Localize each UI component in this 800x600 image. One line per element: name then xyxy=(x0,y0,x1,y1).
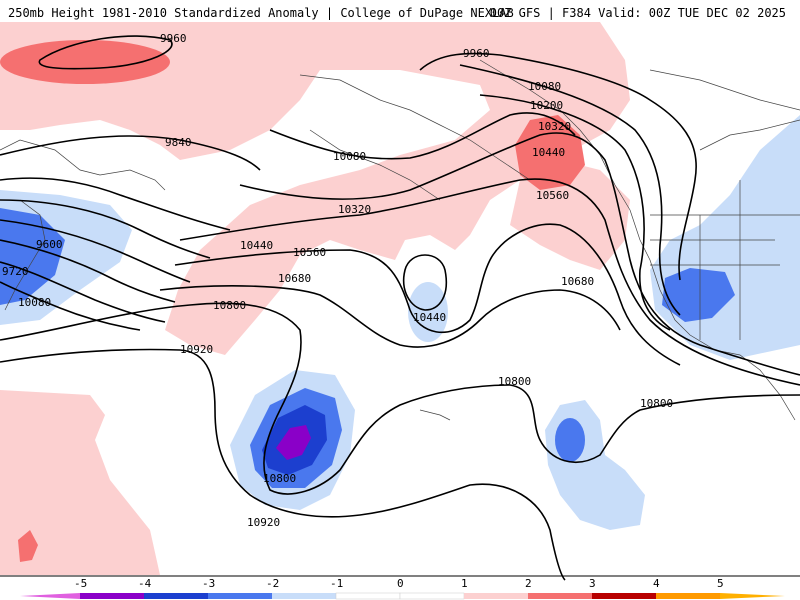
contour-10320-mid xyxy=(239,132,800,376)
contour-10920 xyxy=(0,348,566,581)
model-run-info: 00Z GFS | F384 Valid: 00Z TUE DEC 02 202… xyxy=(489,6,786,20)
contour-label: 9840 xyxy=(165,136,192,149)
contour-label: 10080 xyxy=(18,296,51,309)
negative-anomaly-shading xyxy=(0,115,800,530)
contour-10440-mid xyxy=(179,178,800,386)
colorbar-tick: -3 xyxy=(202,577,215,590)
coastlines xyxy=(0,59,800,421)
contour-label: 9600 xyxy=(36,238,63,251)
anomaly-pos2-north xyxy=(0,40,170,84)
contour-label: 10080 xyxy=(528,80,561,93)
contour-label-group: 9960 9960 9840 9600 9720 10080 10080 100… xyxy=(2,32,673,529)
anomaly-neg1-center xyxy=(408,282,448,342)
anomaly-neg1-east xyxy=(650,115,800,360)
colorbar-seg xyxy=(656,593,720,599)
contour-10680-mid xyxy=(159,285,621,348)
contour-label: 9720 xyxy=(2,265,29,278)
contour-9840 xyxy=(0,135,261,171)
contour-label: 10920 xyxy=(247,516,280,529)
contour-10080-ne xyxy=(459,64,681,316)
contour-label: 10680 xyxy=(561,275,594,288)
colorbar-seg xyxy=(592,593,656,599)
map-title: 250mb Height 1981-2010 Standardized Anom… xyxy=(8,6,514,20)
colorbar-right-arrow xyxy=(720,593,785,599)
colorbar-tick: -5 xyxy=(74,577,87,590)
colorbar-tick: 2 xyxy=(525,577,532,590)
contour-10080-mid xyxy=(269,112,576,160)
anomaly-neg2-east xyxy=(662,268,735,322)
contour-label: 10320 xyxy=(338,203,371,216)
contour-label: 10680 xyxy=(278,272,311,285)
contour-10800-west xyxy=(0,302,800,495)
positive-anomaly-shading xyxy=(0,22,630,575)
colorbar-seg xyxy=(399,592,465,600)
contour-label: 10560 xyxy=(293,246,326,259)
contour-label: 10200 xyxy=(530,99,563,112)
contour-label: 10920 xyxy=(180,343,213,356)
contour-label: 9960 xyxy=(160,32,187,45)
contour-10560-mid xyxy=(174,223,681,366)
colorbar-seg xyxy=(272,593,336,599)
colorbar-seg xyxy=(335,592,401,600)
contour-west-5 xyxy=(0,261,166,323)
contour-label: 10800 xyxy=(498,375,531,388)
anomaly-pos2-island xyxy=(18,530,38,562)
contour-label: 9960 xyxy=(463,47,490,60)
colorbar-seg xyxy=(208,593,272,599)
colorbar-seg xyxy=(528,593,592,599)
contour-9960-ne xyxy=(419,52,697,281)
contour-label: 10800 xyxy=(213,299,246,312)
colorbar-tick: -1 xyxy=(330,577,343,590)
colorbar-seg xyxy=(144,593,208,599)
colorbar-tick: -4 xyxy=(138,577,152,590)
colorbar-tick: -2 xyxy=(266,577,279,590)
contour-label: 10440 xyxy=(532,146,565,159)
colorbar-tick: 4 xyxy=(653,577,660,590)
colorbar-tick: 1 xyxy=(461,577,468,590)
anomaly-neg2-west xyxy=(0,208,65,305)
contour-west-6 xyxy=(0,281,141,331)
contour-west-3 xyxy=(0,219,191,283)
contour-label: 10560 xyxy=(536,189,569,202)
anomaly-pos1-southwest xyxy=(0,390,160,575)
colorbar: -5 -4 -3 -2 -1 0 1 2 3 4 5 xyxy=(0,575,800,600)
contour-west-4 xyxy=(0,239,176,303)
anomaly-neg2-southeast xyxy=(555,418,585,462)
colorbar-tick: 5 xyxy=(717,577,724,590)
contour-label: 10080 xyxy=(333,150,366,163)
contour-label: 10440 xyxy=(240,239,273,252)
contour-10440-loop xyxy=(403,254,447,311)
colorbar-seg xyxy=(464,593,528,599)
contour-9960-top xyxy=(38,35,173,70)
colorbar-tick: 3 xyxy=(589,577,596,590)
colorbar-left-arrow xyxy=(20,593,80,599)
contour-west-1 xyxy=(0,177,231,231)
anomaly-neg1-southeast xyxy=(545,400,645,530)
contour-label: 10440 xyxy=(413,311,446,324)
contour-label: 10800 xyxy=(640,397,673,410)
colorbar-seg xyxy=(80,593,144,599)
height-contours xyxy=(0,35,800,581)
colorbar-tick: 0 xyxy=(397,577,404,590)
contour-label: 10800 xyxy=(263,472,296,485)
contour-10200-ne xyxy=(479,94,671,331)
contour-label: 10320 xyxy=(538,120,571,133)
contour-west-2 xyxy=(0,199,211,259)
anomaly-neg4-south xyxy=(276,425,311,460)
anomaly-pos1-north xyxy=(0,22,630,355)
